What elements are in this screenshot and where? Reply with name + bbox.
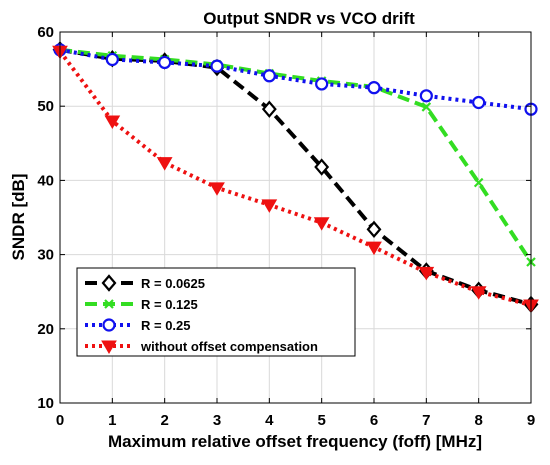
series-4 bbox=[52, 45, 539, 314]
data-point bbox=[261, 100, 277, 118]
data-point bbox=[262, 69, 276, 83]
legend-marker bbox=[101, 274, 117, 292]
legend-entry: R = 0.0625 bbox=[85, 274, 205, 292]
y-tick-label: 60 bbox=[37, 24, 54, 41]
data-point bbox=[315, 77, 329, 91]
data-point bbox=[419, 89, 433, 103]
x-tick-label: 1 bbox=[108, 412, 116, 429]
legend-entry: R = 0.25 bbox=[85, 318, 191, 333]
x-tick-label: 4 bbox=[265, 412, 274, 429]
legend-marker bbox=[102, 318, 116, 332]
series-line bbox=[58, 50, 532, 307]
y-tick-label: 30 bbox=[37, 247, 54, 264]
series-layer bbox=[52, 41, 539, 314]
legend-label: R = 0.0625 bbox=[141, 276, 205, 291]
data-point bbox=[261, 199, 278, 213]
x-axis-label: Maximum relative offset frequency (foff)… bbox=[108, 432, 482, 451]
data-point bbox=[158, 55, 172, 70]
y-tick-label: 50 bbox=[37, 98, 54, 115]
legend-label: without offset compensation bbox=[140, 339, 318, 354]
x-tick-label: 2 bbox=[160, 412, 168, 429]
data-point bbox=[366, 220, 382, 239]
data-point bbox=[418, 266, 435, 281]
y-tick-label: 10 bbox=[37, 395, 54, 412]
data-point bbox=[367, 81, 381, 95]
x-tick-label: 3 bbox=[213, 412, 221, 429]
data-point bbox=[472, 95, 486, 110]
tick-labels: 0 1 2 3 4 5 6 7 8 9 10 20 30 40 50 60 bbox=[37, 24, 535, 429]
legend-label: R = 0.125 bbox=[141, 297, 198, 312]
x-tick-label: 6 bbox=[370, 412, 378, 429]
data-point bbox=[473, 177, 484, 188]
legend-marker bbox=[104, 299, 114, 309]
x-tick-label: 0 bbox=[56, 412, 64, 429]
data-point bbox=[470, 286, 487, 300]
x-tick-label: 9 bbox=[527, 412, 535, 429]
chart-title: Output SNDR vs VCO drift bbox=[203, 9, 415, 28]
x-tick-label: 8 bbox=[474, 412, 482, 429]
series-line bbox=[59, 47, 532, 112]
legend-marker bbox=[101, 340, 117, 354]
x-tick-label: 5 bbox=[317, 412, 325, 429]
legend-entry: R = 0.125 bbox=[85, 297, 198, 312]
legend: R = 0.0625 R = 0.125 R = 0.25 without offse… bbox=[76, 267, 356, 357]
data-point bbox=[366, 241, 382, 256]
x-tick-label: 7 bbox=[422, 412, 430, 429]
data-point bbox=[156, 157, 173, 171]
data-point bbox=[105, 52, 119, 67]
y-axis-label: SNDR [dB] bbox=[9, 174, 28, 261]
plot-frame bbox=[59, 31, 532, 404]
y-tick-label: 40 bbox=[37, 172, 54, 189]
legend-entry: without offset compensation bbox=[85, 339, 318, 354]
data-point bbox=[210, 59, 224, 73]
legend-label: R = 0.25 bbox=[141, 318, 191, 333]
data-point bbox=[314, 158, 330, 176]
data-point bbox=[313, 217, 330, 231]
data-point bbox=[104, 115, 121, 130]
y-tick-label: 20 bbox=[37, 321, 54, 338]
series-line bbox=[59, 47, 533, 264]
data-point bbox=[209, 182, 225, 196]
data-point bbox=[421, 102, 432, 112]
